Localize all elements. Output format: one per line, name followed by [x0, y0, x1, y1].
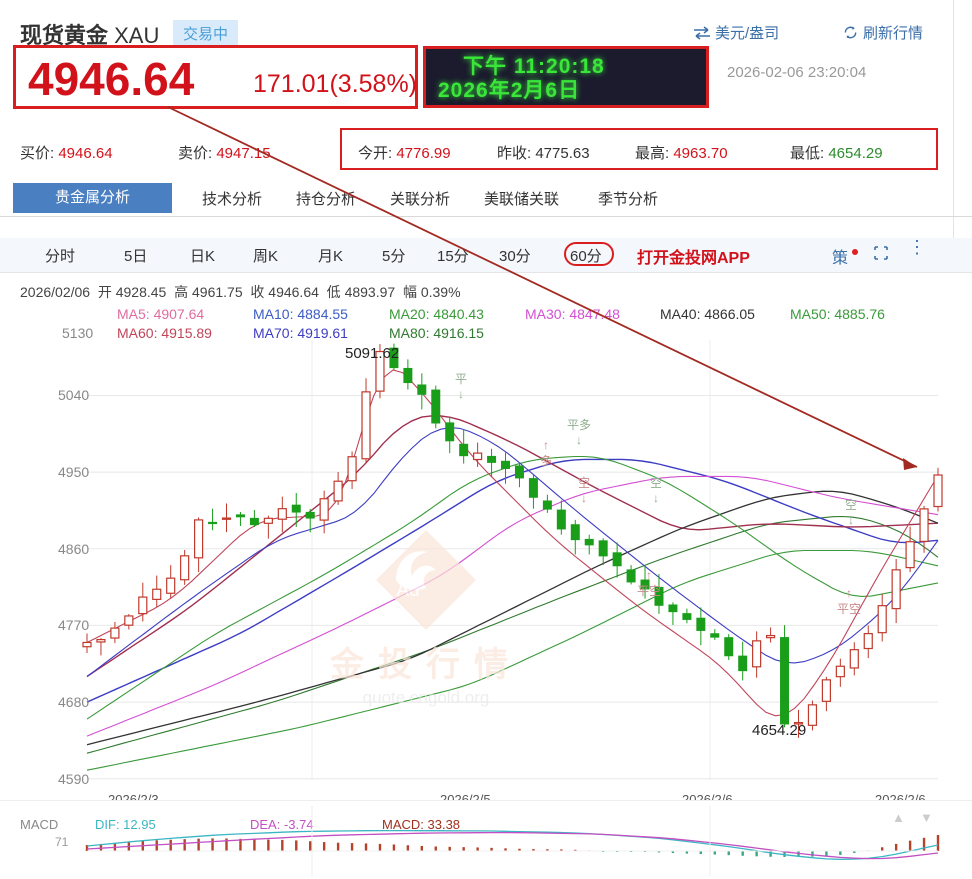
svg-text:Au: Au — [396, 580, 419, 601]
